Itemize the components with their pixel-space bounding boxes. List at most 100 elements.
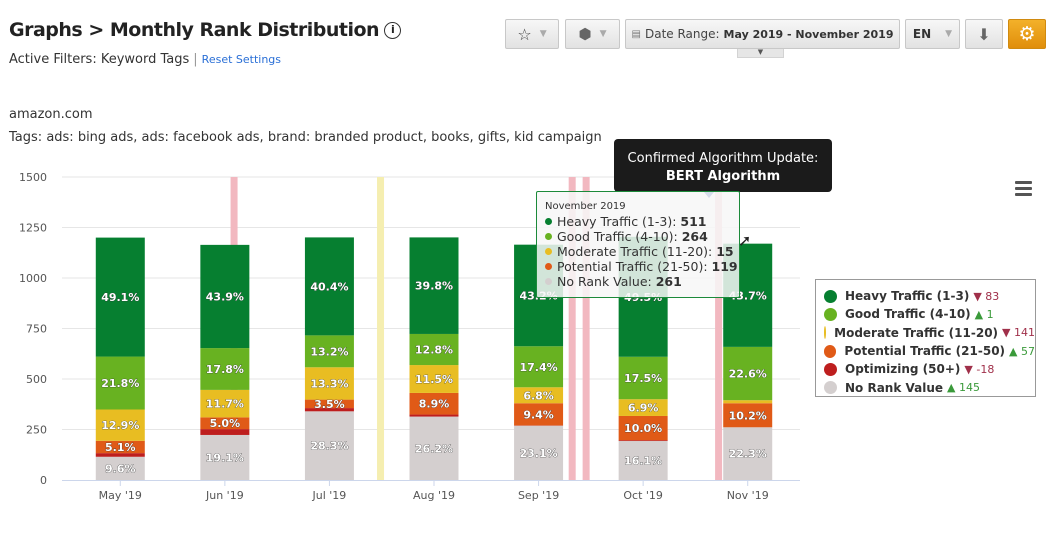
tags-line: Tags: ads: bing ads, ads: facebook ads, … (9, 130, 602, 145)
favorite-button[interactable]: ☆ ▼ (505, 19, 559, 49)
data-label: 8.9% (419, 398, 450, 411)
y-tick-label: 1000 (19, 272, 47, 285)
bar-segment (304, 411, 354, 480)
triangle-up-icon: ▲ (974, 307, 984, 321)
legend-delta-value: -18 (976, 362, 995, 376)
tooltip-row-value: 264 (681, 229, 708, 244)
legend-delta-value: 141 (1014, 326, 1035, 340)
mouse-cursor-icon: ➚ (738, 231, 752, 250)
data-label: 12.9% (101, 419, 139, 432)
bar-segment (200, 244, 250, 349)
legend-swatch-icon (824, 381, 837, 395)
data-label: 10.0% (624, 422, 662, 435)
info-icon[interactable]: i (384, 21, 402, 39)
download-button[interactable]: ⬇ (965, 19, 1003, 49)
algorithm-update-band (582, 177, 590, 480)
chevron-down-icon: ▼ (945, 29, 953, 39)
bar-segment (200, 417, 250, 430)
y-tick-label: 750 (26, 323, 47, 336)
legend-item[interactable]: Heavy Traffic (1-3) ▼ 83 (824, 287, 1035, 305)
data-label: 17.5% (624, 372, 662, 385)
tooltip-row-label: Good Traffic (4-10): (557, 229, 682, 244)
bar-segment (95, 356, 145, 410)
x-tick-label: May '19 (99, 489, 142, 502)
tooltip-row-value: 119 (711, 259, 738, 274)
bar-segment (95, 456, 145, 480)
tooltip-row: Potential Traffic (21-50): 119 (545, 259, 739, 274)
tooltip-row-label: Heavy Traffic (1-3): (557, 214, 681, 229)
legend-item[interactable]: Good Traffic (4-10) ▲ 1 (824, 305, 1035, 323)
data-label: 17.4% (519, 361, 557, 374)
tooltip-row-label: Moderate Traffic (11-20): (557, 244, 717, 259)
calendar-icon: ▤ (631, 28, 641, 40)
data-label: 39.8% (415, 280, 453, 293)
data-label: 12.8% (415, 344, 453, 357)
algorithm-update-band (377, 177, 385, 480)
algorithm-tooltip-name: BERT Algorithm (665, 169, 781, 184)
bar-segment (304, 367, 354, 400)
legend-delta: ▲ 145 (947, 381, 980, 394)
x-tick-label: Aug '19 (413, 489, 455, 502)
legend-label: No Rank Value (845, 380, 944, 395)
data-label: 9.6% (105, 462, 136, 475)
triangle-down-icon: ▼ (973, 289, 982, 303)
bar-segment (723, 400, 773, 404)
filters-label: Active Filters: (9, 52, 97, 67)
chart-menu-button[interactable] (1015, 181, 1032, 199)
download-icon: ⬇ (977, 24, 991, 44)
bar-segment (514, 403, 564, 426)
bar-segment (200, 348, 250, 390)
legend-delta-value: 57 (1021, 344, 1035, 358)
y-tick-label: 500 (26, 373, 47, 386)
x-tick-label: Jul '19 (312, 489, 347, 502)
legend-delta: ▼ -18 (964, 363, 994, 376)
legend-item[interactable]: Moderate Traffic (11-20) ▼ 141 (824, 324, 1035, 342)
date-range-label: Date Range: (644, 27, 720, 41)
y-tick-label: 0 (40, 474, 47, 487)
bar-segment (304, 399, 354, 409)
data-label: 16.1% (624, 455, 662, 468)
legend-item[interactable]: No Rank Value ▲ 145 (824, 378, 1035, 396)
x-tick-label: Oct '19 (623, 489, 663, 502)
bar-segment (618, 441, 668, 480)
tooltip-row: Heavy Traffic (1-3): 511 (545, 214, 739, 229)
y-tick-label: 1250 (19, 222, 47, 235)
tags-value: ads: bing ads, ads: facebook ads, brand:… (46, 130, 602, 145)
cube-button[interactable]: ⬢ ▼ (565, 19, 620, 49)
data-label: 49.1% (101, 291, 139, 304)
settings-button[interactable]: ⚙ (1008, 19, 1046, 49)
language-select[interactable]: EN ▼ (905, 19, 960, 49)
triangle-down-icon: ▼ (1002, 326, 1011, 340)
legend-label: Potential Traffic (21-50) (844, 344, 1006, 359)
data-label: 6.9% (628, 402, 659, 415)
legend-swatch-icon (824, 326, 827, 340)
legend-delta-value: 1 (986, 307, 994, 321)
bar-segment (95, 453, 145, 457)
date-range-button[interactable]: ▤ Date Range: May 2019 - November 2019 (625, 19, 900, 49)
chevron-down-icon: ▼ (539, 29, 547, 39)
legend-delta: ▼ 83 (973, 290, 999, 303)
reset-settings-link[interactable]: Reset Settings (201, 53, 282, 66)
tooltip-row: Good Traffic (4-10): 264 (545, 229, 739, 244)
bar-segment (618, 399, 668, 416)
bar-segment (200, 429, 250, 435)
active-filters: Active Filters: Keyword Tags | Reset Setti… (9, 52, 282, 67)
bar-segment (304, 237, 354, 336)
legend-item[interactable]: Optimizing (50+) ▼ -18 (824, 360, 1035, 378)
legend-swatch-icon (824, 307, 837, 321)
triangle-up-icon: ▲ (947, 381, 956, 395)
bar-segment (409, 365, 459, 393)
bar-segment (200, 389, 250, 418)
legend-delta-value: 145 (959, 381, 980, 395)
data-label: 10.2% (729, 409, 767, 422)
legend-delta-value: 83 (985, 289, 1000, 303)
legend-item[interactable]: Potential Traffic (21-50) ▲ 57 (824, 342, 1035, 360)
data-label: 43.9% (206, 290, 244, 303)
expand-toolbar-handle[interactable]: ▼ (737, 49, 784, 58)
bar-segment (723, 403, 773, 428)
data-label: 28.3% (310, 440, 348, 453)
domain-label: amazon.com (9, 107, 93, 122)
x-tick-label: Sep '19 (518, 489, 559, 502)
bar-segment (723, 427, 773, 480)
